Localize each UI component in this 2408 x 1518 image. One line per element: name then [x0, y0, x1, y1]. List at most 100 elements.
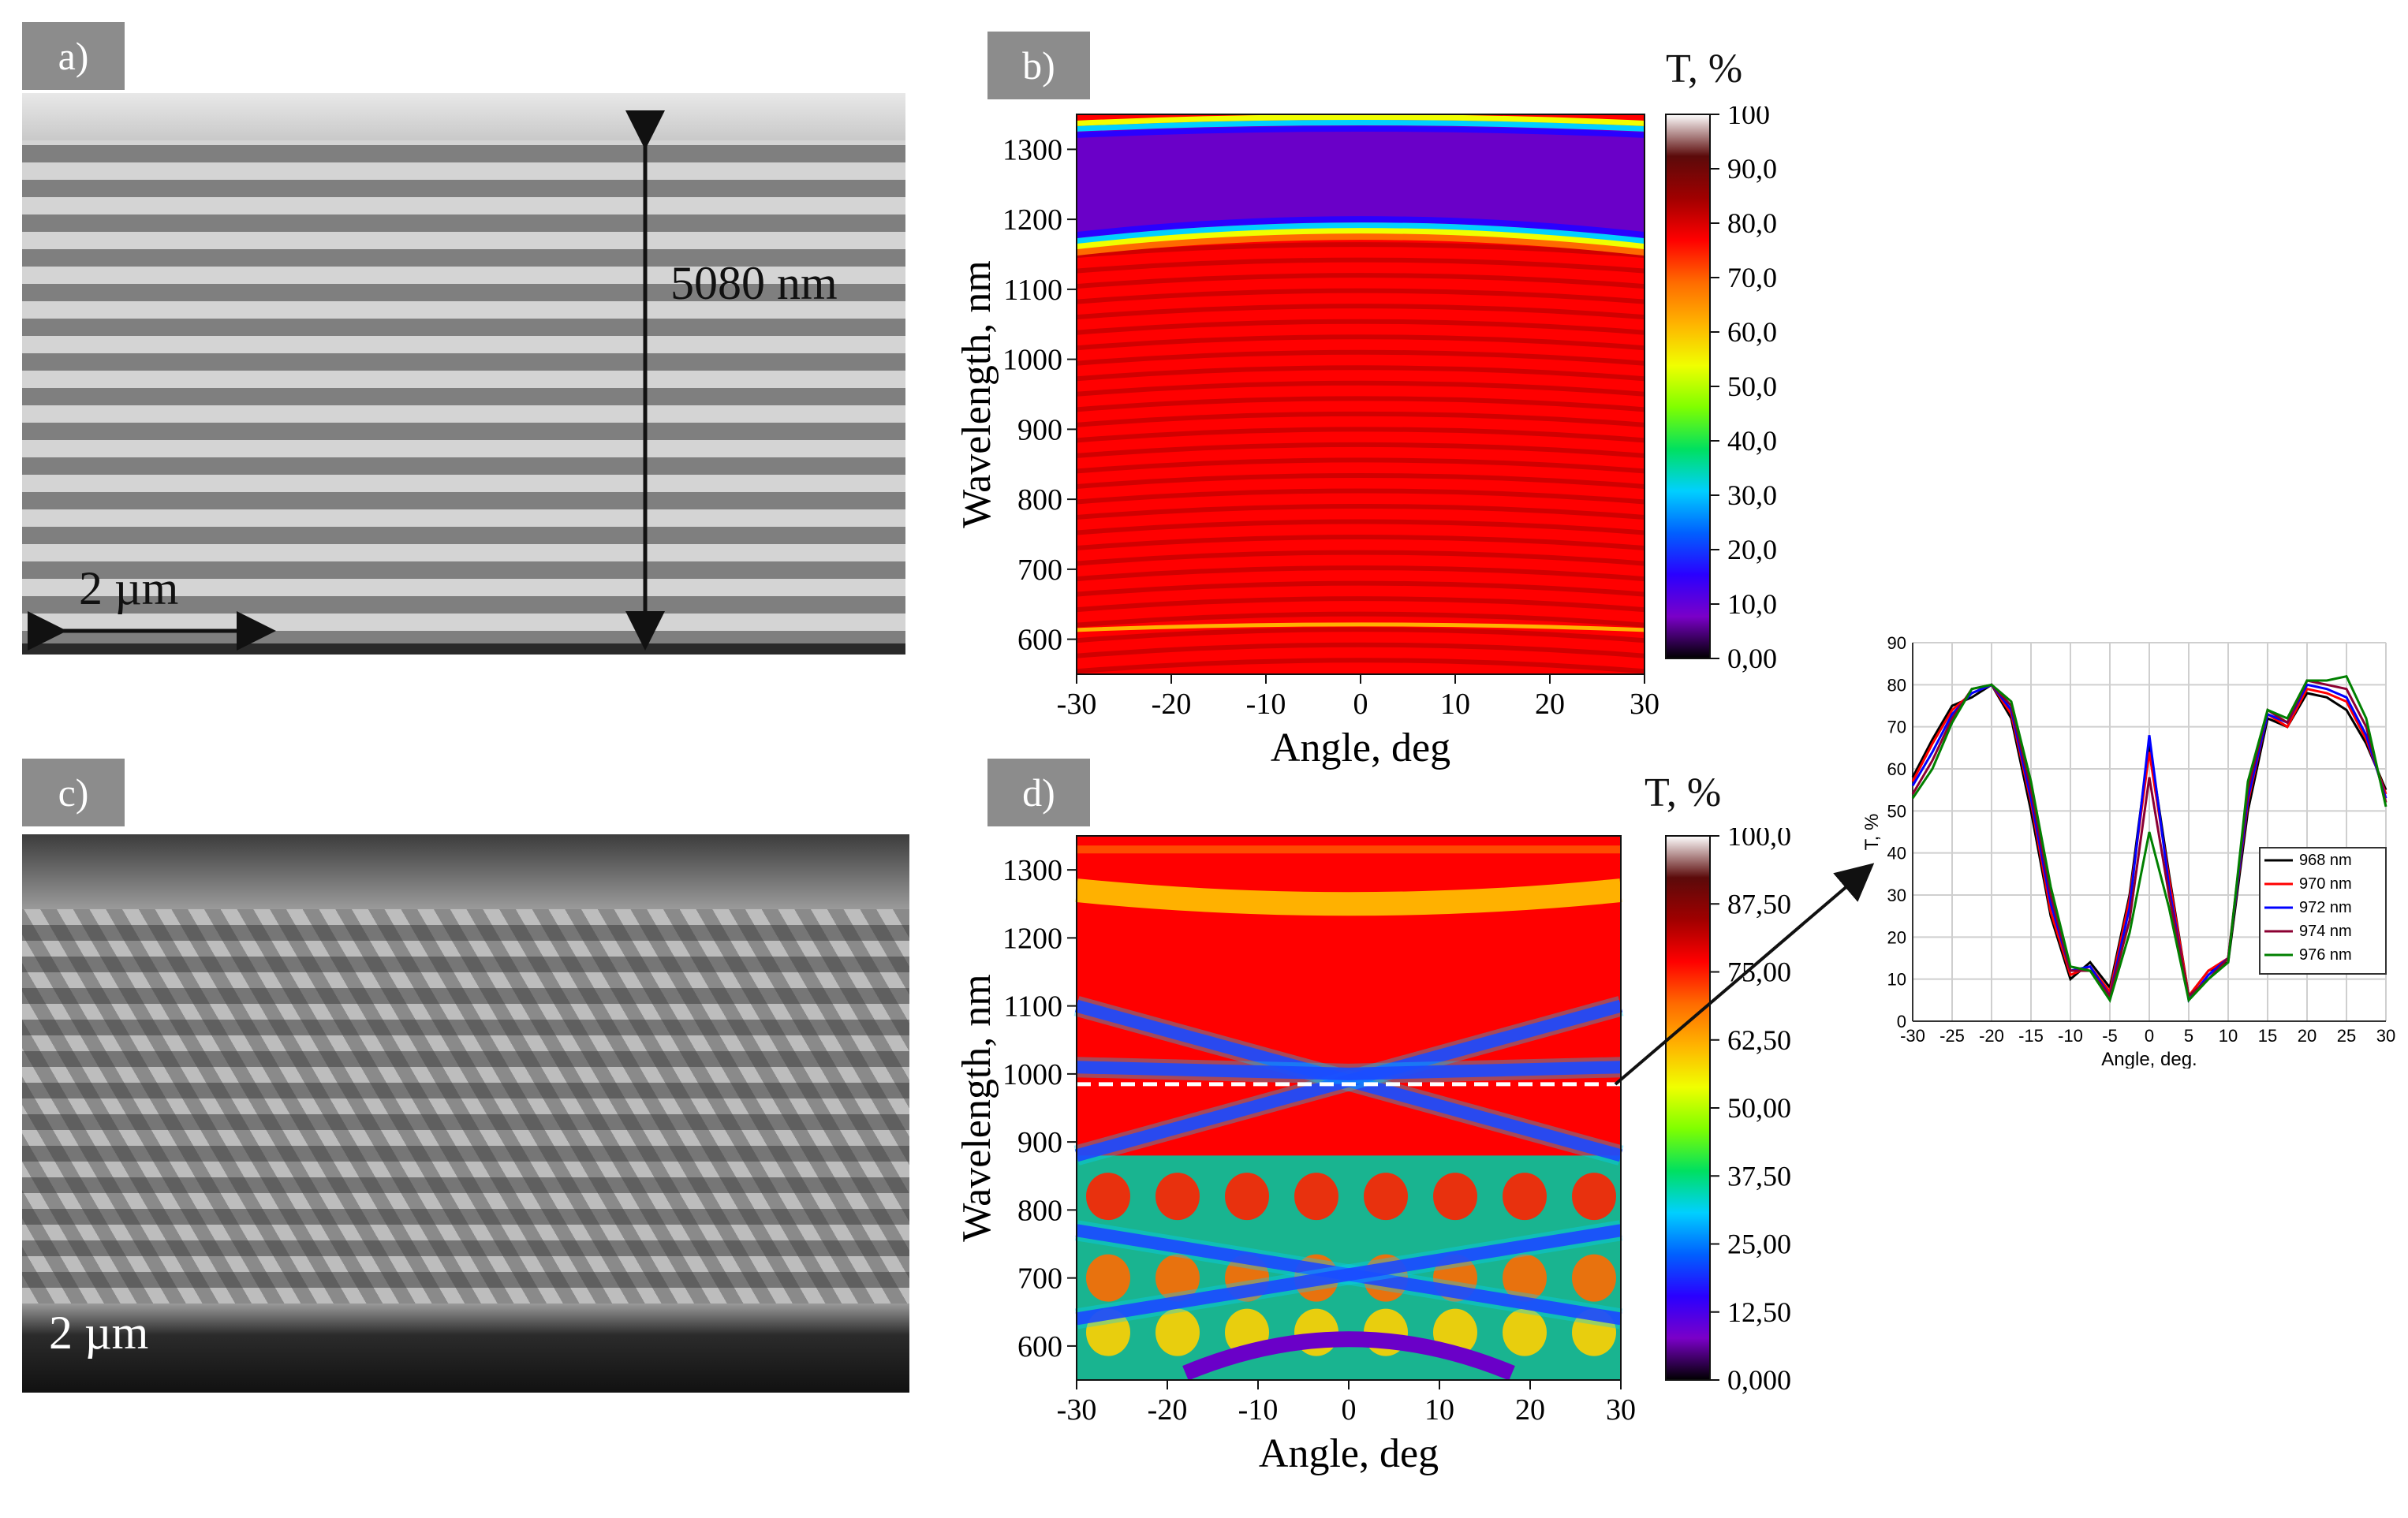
sem-image-c — [22, 834, 909, 1393]
fringe — [1076, 349, 1645, 366]
y-axis-label: Wavelength, nm — [954, 974, 999, 1242]
fringe — [1076, 504, 1645, 520]
y-tick-label: 80 — [1887, 675, 1906, 695]
colorbar-tick-label: 0,000 — [1727, 1364, 1791, 1396]
fringe — [1076, 596, 1645, 613]
colorbar-tick-label: 90,0 — [1727, 153, 1777, 185]
x-tick-label: 0 — [2145, 1026, 2154, 1046]
line-chart-e: 0 10 20 30 40 50 60 70 80 90 -30 -25 -20 -15 -10 -5 0 5 10… — [1861, 633, 2395, 1069]
x-tick-label: -25 — [1939, 1026, 1965, 1046]
stop-band-edge — [1076, 233, 1645, 256]
colorbar-tick-label: 50,00 — [1727, 1092, 1791, 1124]
blue-band — [1076, 1061, 1622, 1080]
colorbar-b-title: T, % — [1666, 47, 1743, 91]
fringe — [1076, 334, 1645, 351]
colorbar-tick-label: 80,0 — [1727, 207, 1777, 239]
stop-band-edge — [1076, 228, 1645, 251]
fringe — [1076, 242, 1645, 259]
y-tick-label: 1100 — [1003, 274, 1062, 307]
fringe — [1076, 580, 1645, 597]
x-tick-label: 15 — [2258, 1026, 2277, 1046]
colorbar-tick-label: 60,0 — [1727, 316, 1777, 348]
blob — [1225, 1173, 1269, 1221]
blob — [1364, 1173, 1408, 1221]
x-axis-label: Angle, deg — [1259, 1431, 1439, 1476]
x-axis-label: Angle, deg. — [2101, 1049, 2197, 1069]
fringe — [1076, 488, 1645, 505]
colorbar-tick-label: 50,0 — [1727, 371, 1777, 402]
fringe — [1076, 535, 1645, 551]
panel-b-tag: b) — [987, 32, 1090, 99]
legend-label: 972 nm — [2299, 899, 2352, 916]
blob — [1155, 1254, 1200, 1302]
legend-label: 974 nm — [2299, 923, 2352, 940]
colorbar-tick-label: 0,00 — [1727, 643, 1777, 674]
colorbar-gradient — [1665, 114, 1711, 659]
stop-band-edge — [1076, 114, 1645, 126]
x-axis-label: Angle, deg — [1271, 725, 1450, 770]
y-tick-label: 900 — [1017, 413, 1062, 446]
heatmap-b: -30 -20 -10 0 10 20 30 600 700 800 900 1000 1100 1200… — [954, 114, 1659, 770]
blue-band-halo — [1076, 1057, 1622, 1084]
fringe — [1076, 365, 1645, 382]
y-tick-label: 20 — [1887, 927, 1906, 947]
y-tick-label: 800 — [1017, 483, 1062, 517]
fringe — [1076, 257, 1645, 274]
y-tick-label: 90 — [1887, 633, 1906, 653]
scale-label-c: 2 µm — [49, 1307, 149, 1359]
y-tick-label: 10 — [1887, 970, 1906, 990]
fringe — [1076, 319, 1645, 335]
x-tick-label: -10 — [2058, 1026, 2083, 1046]
x-tick-label: 5 — [2184, 1026, 2193, 1046]
thickness-label: 5080 nm — [670, 257, 838, 309]
x-tick-label: -20 — [1148, 1393, 1188, 1427]
blob — [1155, 1173, 1200, 1221]
colorbar-b: 100 90,0 80,0 70,0 60,0 50,0 40,0 30,0 20,0 10,0 0… — [1664, 99, 1838, 686]
y-tick-label: 0 — [1897, 1012, 1906, 1031]
x-tick-label: 25 — [2337, 1026, 2356, 1046]
fringe — [1076, 380, 1645, 397]
colorbar-tick-label: 40,0 — [1727, 425, 1777, 457]
x-tick-label: 30 — [1606, 1393, 1636, 1427]
x-tick-label: 30 — [1630, 688, 1659, 721]
y-tick-label: 1200 — [1002, 922, 1062, 955]
stop-band-edge — [1076, 216, 1645, 239]
y-tick-label: 1300 — [1002, 854, 1062, 887]
stop-band-edge — [1076, 222, 1645, 245]
x-tick-label: 10 — [2219, 1026, 2238, 1046]
blob — [1572, 1173, 1616, 1221]
fringe — [1076, 396, 1645, 412]
x-tick-label: -30 — [1057, 1393, 1097, 1427]
legend-label: 968 nm — [2299, 852, 2352, 869]
panel-a-tag: a) — [22, 22, 125, 90]
colorbar-tick-label: 62,50 — [1727, 1024, 1791, 1056]
blob — [1294, 1173, 1338, 1221]
colorbar-tick-label: 30,0 — [1727, 479, 1777, 511]
x-tick-label: 0 — [1342, 1393, 1357, 1427]
colorbar-tick-label: 70,0 — [1727, 262, 1777, 293]
x-tick-label: -10 — [1246, 688, 1286, 721]
colorbar-tick-label: 37,50 — [1727, 1160, 1791, 1192]
y-tick-label: 600 — [1017, 624, 1062, 657]
blue-band-halo — [1074, 1220, 1623, 1330]
x-tick-label: 20 — [2298, 1026, 2317, 1046]
y-tick-label: 30 — [1887, 886, 1906, 905]
colorbar-tick-label: 12,50 — [1727, 1296, 1791, 1328]
y-tick-label: 1000 — [1002, 344, 1062, 377]
blob — [1572, 1254, 1616, 1302]
blob — [1503, 1254, 1547, 1302]
x-tick-label: 10 — [1424, 1393, 1454, 1427]
series-line — [1911, 674, 2387, 1003]
y-tick-label: 40 — [1887, 844, 1906, 863]
x-tick-label: 20 — [1535, 688, 1565, 721]
fringe — [1076, 288, 1645, 304]
blob — [1086, 1254, 1130, 1302]
y-axis-label: Wavelength, nm — [954, 260, 999, 528]
fringe — [1076, 273, 1645, 289]
y-tick-label: 700 — [1017, 1263, 1062, 1296]
fringe — [1076, 519, 1645, 535]
fringe — [1076, 565, 1645, 582]
y-tick-label: 50 — [1887, 801, 1906, 821]
blob — [1433, 1173, 1477, 1221]
